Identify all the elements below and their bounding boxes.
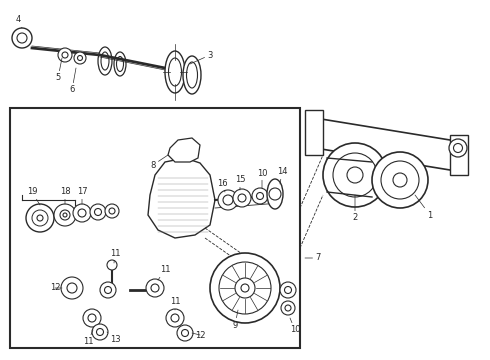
Circle shape [393, 173, 407, 187]
Circle shape [37, 215, 43, 221]
Circle shape [67, 283, 77, 293]
Circle shape [333, 153, 377, 197]
Text: 9: 9 [232, 310, 238, 329]
Ellipse shape [98, 47, 112, 75]
Text: 12: 12 [192, 330, 205, 339]
Circle shape [235, 278, 255, 298]
Circle shape [62, 52, 68, 58]
Text: 5: 5 [55, 58, 62, 82]
Text: 8: 8 [150, 155, 168, 170]
Text: 10: 10 [257, 168, 267, 188]
Circle shape [223, 195, 233, 205]
Circle shape [449, 139, 467, 157]
Text: 17: 17 [77, 188, 87, 204]
Circle shape [238, 194, 246, 202]
Ellipse shape [117, 57, 123, 72]
Ellipse shape [169, 58, 181, 86]
Circle shape [104, 287, 112, 293]
Circle shape [88, 314, 96, 322]
Text: 11: 11 [170, 297, 180, 310]
Circle shape [63, 213, 67, 217]
Circle shape [73, 204, 91, 222]
Text: 11: 11 [110, 248, 120, 263]
Bar [305, 110, 323, 155]
Circle shape [323, 143, 387, 207]
Text: 4: 4 [15, 15, 22, 28]
Circle shape [252, 188, 268, 204]
Text: 2: 2 [352, 195, 358, 222]
Circle shape [78, 209, 86, 217]
Circle shape [372, 152, 428, 208]
Circle shape [83, 309, 101, 327]
Circle shape [280, 282, 296, 298]
Bar [450, 135, 468, 175]
Circle shape [90, 204, 106, 220]
Circle shape [92, 324, 108, 340]
Circle shape [109, 208, 115, 214]
Circle shape [381, 161, 419, 199]
Ellipse shape [183, 56, 201, 94]
Ellipse shape [187, 62, 197, 88]
Bar [10, 108, 300, 348]
Circle shape [17, 33, 27, 43]
Circle shape [454, 144, 463, 153]
Ellipse shape [165, 51, 185, 93]
Circle shape [177, 325, 193, 341]
Text: 7: 7 [305, 253, 320, 262]
Circle shape [281, 301, 295, 315]
Circle shape [181, 329, 189, 337]
Circle shape [26, 204, 54, 232]
Text: 16: 16 [217, 179, 227, 192]
Circle shape [256, 193, 264, 199]
Circle shape [241, 284, 249, 292]
Circle shape [12, 28, 32, 48]
Text: 6: 6 [69, 68, 76, 94]
Text: 11: 11 [83, 330, 93, 346]
Circle shape [210, 253, 280, 323]
Circle shape [285, 305, 291, 311]
Circle shape [171, 314, 179, 322]
Circle shape [95, 208, 101, 216]
Circle shape [77, 55, 82, 60]
Text: 19: 19 [27, 188, 40, 205]
Circle shape [269, 188, 281, 200]
Text: 15: 15 [235, 175, 245, 190]
Circle shape [347, 167, 363, 183]
Text: 18: 18 [60, 188, 70, 204]
Text: 10: 10 [290, 318, 300, 334]
Circle shape [233, 189, 251, 207]
Text: 12: 12 [50, 284, 62, 292]
Circle shape [97, 328, 103, 336]
Ellipse shape [114, 52, 126, 76]
Circle shape [107, 260, 117, 270]
Polygon shape [168, 138, 200, 162]
Text: 3: 3 [190, 50, 213, 64]
Text: 14: 14 [277, 167, 287, 184]
Circle shape [285, 287, 292, 293]
Circle shape [60, 210, 70, 220]
Circle shape [100, 282, 116, 298]
Text: 11: 11 [158, 266, 170, 280]
Circle shape [32, 210, 48, 226]
Circle shape [58, 48, 72, 62]
Circle shape [61, 277, 83, 299]
Circle shape [218, 190, 238, 210]
Circle shape [146, 279, 164, 297]
Circle shape [105, 204, 119, 218]
Circle shape [54, 204, 76, 226]
Text: 1: 1 [415, 195, 433, 220]
Circle shape [219, 262, 271, 314]
Circle shape [74, 52, 86, 64]
Ellipse shape [267, 179, 283, 209]
Text: 13: 13 [107, 332, 121, 345]
Ellipse shape [101, 52, 109, 70]
Polygon shape [148, 158, 215, 238]
Circle shape [166, 309, 184, 327]
Circle shape [151, 284, 159, 292]
